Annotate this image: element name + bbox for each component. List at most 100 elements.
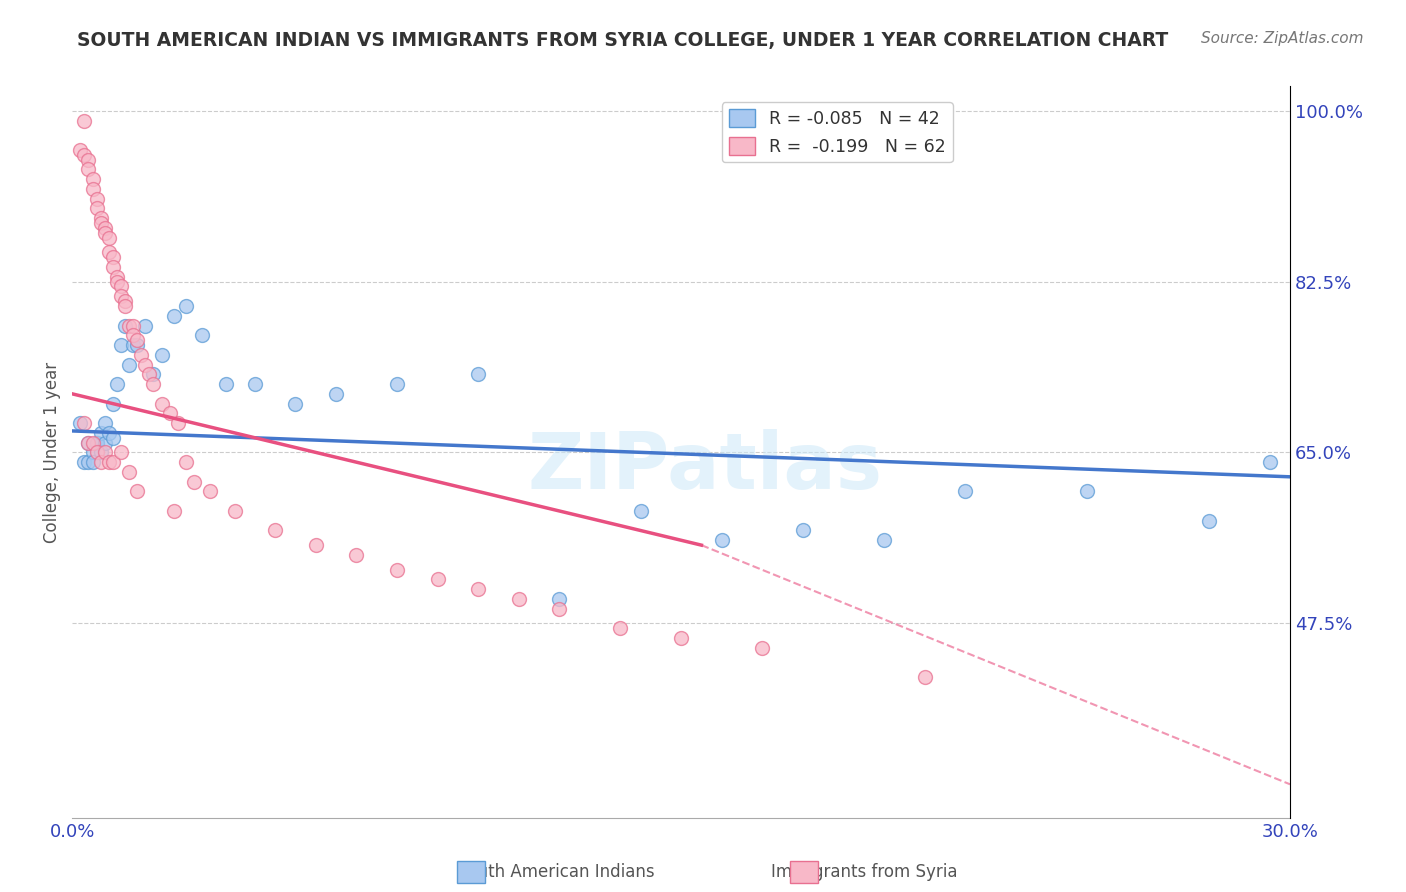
Point <box>630 504 652 518</box>
Point <box>118 318 141 333</box>
Point <box>118 465 141 479</box>
Point <box>1258 455 1281 469</box>
Point <box>93 226 115 240</box>
Point <box>200 484 222 499</box>
Point <box>86 435 108 450</box>
Point <box>97 425 120 440</box>
Text: SOUTH AMERICAN INDIAN VS IMMIGRANTS FROM SYRIA COLLEGE, UNDER 1 YEAR CORRELATION: SOUTH AMERICAN INDIAN VS IMMIGRANTS FROM… <box>77 31 1168 50</box>
Point <box>134 358 156 372</box>
Point <box>90 211 112 226</box>
Point <box>122 328 145 343</box>
Point <box>82 455 104 469</box>
Text: South American Indians: South American Indians <box>457 863 654 881</box>
Point <box>548 601 571 615</box>
Point <box>118 358 141 372</box>
Point <box>305 538 328 552</box>
Point <box>69 143 91 157</box>
Point <box>90 425 112 440</box>
Point <box>426 572 449 586</box>
Point <box>77 162 100 177</box>
Point <box>751 640 773 655</box>
Point <box>93 416 115 430</box>
Point <box>114 299 136 313</box>
Point <box>105 377 128 392</box>
Point <box>90 445 112 459</box>
Point <box>159 406 181 420</box>
Point <box>914 670 936 684</box>
Point <box>110 338 132 352</box>
Point <box>69 416 91 430</box>
Point <box>114 294 136 309</box>
Point <box>669 631 692 645</box>
Point <box>97 455 120 469</box>
Point <box>105 269 128 284</box>
Point <box>90 455 112 469</box>
Point <box>174 455 197 469</box>
Point <box>183 475 205 489</box>
Point <box>127 484 149 499</box>
Point <box>344 548 367 562</box>
Point <box>101 250 124 264</box>
Point <box>97 230 120 244</box>
Point <box>955 484 977 499</box>
Point <box>86 202 108 216</box>
Point <box>97 245 120 260</box>
Point <box>127 338 149 352</box>
Y-axis label: College, Under 1 year: College, Under 1 year <box>44 362 60 543</box>
Point <box>792 524 814 538</box>
Point <box>467 582 489 596</box>
Point <box>163 309 186 323</box>
Point <box>82 445 104 459</box>
Point <box>86 435 108 450</box>
Point <box>93 220 115 235</box>
Point <box>127 333 149 347</box>
Point <box>101 396 124 410</box>
Point <box>73 147 96 161</box>
Point <box>1076 484 1098 499</box>
Point <box>86 192 108 206</box>
Point <box>93 435 115 450</box>
Point <box>508 591 530 606</box>
Point <box>548 591 571 606</box>
Text: ZIPatlas: ZIPatlas <box>529 429 883 505</box>
Point <box>77 435 100 450</box>
Legend: R = -0.085   N = 42, R =  -0.199   N = 62: R = -0.085 N = 42, R = -0.199 N = 62 <box>721 103 952 162</box>
Point <box>82 182 104 196</box>
Point <box>122 318 145 333</box>
Point <box>110 289 132 303</box>
Point <box>609 621 631 635</box>
Point <box>110 445 132 459</box>
Point <box>101 455 124 469</box>
Point <box>73 113 96 128</box>
Point <box>385 377 408 392</box>
Point <box>215 377 238 392</box>
Point <box>86 445 108 459</box>
Point <box>467 368 489 382</box>
Point <box>142 377 165 392</box>
Point <box>101 431 124 445</box>
Point <box>77 455 100 469</box>
Point <box>150 396 173 410</box>
Point <box>77 153 100 167</box>
Point <box>93 445 115 459</box>
Point <box>110 279 132 293</box>
Point <box>73 455 96 469</box>
Point <box>166 416 188 430</box>
Point <box>122 338 145 352</box>
Text: Immigrants from Syria: Immigrants from Syria <box>772 863 957 881</box>
Point <box>73 416 96 430</box>
Point <box>325 387 347 401</box>
Point <box>873 533 896 548</box>
Point <box>385 563 408 577</box>
Point <box>101 260 124 274</box>
Point <box>174 299 197 313</box>
Point <box>82 172 104 186</box>
Point <box>105 275 128 289</box>
Point <box>150 348 173 362</box>
Point <box>82 435 104 450</box>
Point <box>264 524 287 538</box>
Point <box>142 368 165 382</box>
Point <box>90 216 112 230</box>
Point <box>134 318 156 333</box>
Point <box>138 368 160 382</box>
